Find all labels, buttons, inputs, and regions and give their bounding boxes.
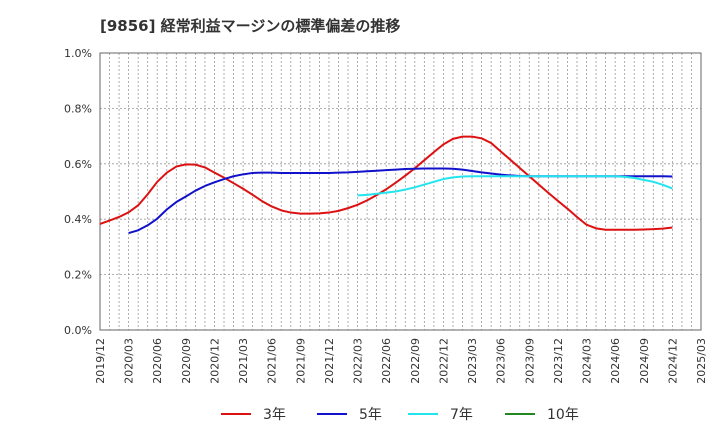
series-line-7年: [357, 175, 673, 197]
x-tick-label: 2024/06: [609, 338, 622, 384]
x-tick-label: 2021/12: [323, 338, 336, 384]
x-tick-label: 2021/03: [237, 338, 250, 384]
x-tick-label: 2025/03: [695, 338, 708, 384]
x-tick-label: 2020/03: [123, 338, 136, 384]
x-tick-label: 2020/09: [180, 338, 193, 384]
legend-label-7年: 7年: [450, 407, 473, 423]
x-tick-label: 2023/09: [523, 338, 536, 384]
x-tick-label: 2024/09: [638, 338, 651, 384]
legend: 3年 5年 7年 10年: [221, 407, 579, 423]
legend-label-10年: 10年: [547, 407, 579, 423]
plot-frame: [99, 52, 702, 331]
series-layer: [99, 135, 673, 235]
y-axis: 0.0% 0.2% 0.4% 0.6% 0.8% 1.0%: [64, 47, 92, 337]
chart-title: [9856] 経常利益マージンの標準偏差の推移: [100, 17, 400, 35]
legend-label-3年: 3年: [263, 407, 286, 423]
x-tick-label: 2023/06: [495, 338, 508, 384]
x-tick-label: 2024/12: [666, 338, 679, 384]
x-tick-label: 2020/06: [151, 338, 164, 384]
legend-label-5年: 5年: [359, 407, 382, 423]
x-tick-label: 2023/03: [466, 338, 479, 384]
y-tick-label: 0.4%: [64, 213, 92, 226]
series-line-3年: [99, 135, 673, 231]
x-tick-label: 2020/12: [208, 338, 221, 384]
y-tick-label: 0.2%: [64, 269, 92, 282]
x-tick-label: 2023/12: [552, 338, 565, 384]
y-tick-label: 0.8%: [64, 102, 92, 115]
x-tick-label: 2024/03: [581, 338, 594, 384]
x-tick-label: 2022/03: [352, 338, 365, 384]
x-tick-label: 2021/09: [294, 338, 307, 384]
x-tick-label: 2022/06: [380, 338, 393, 384]
x-tick-label: 2022/12: [437, 338, 450, 384]
x-axis: 2019/12 2020/03 2020/06 2020/09 2020/12 2021/…: [94, 338, 708, 384]
y-tick-label: 0.0%: [64, 324, 92, 337]
x-tick-label: 2021/06: [266, 338, 279, 384]
x-tick-label: 2022/09: [409, 338, 422, 384]
y-tick-label: 1.0%: [64, 47, 92, 60]
x-tick-label: 2019/12: [94, 338, 107, 384]
y-tick-label: 0.6%: [64, 158, 92, 171]
